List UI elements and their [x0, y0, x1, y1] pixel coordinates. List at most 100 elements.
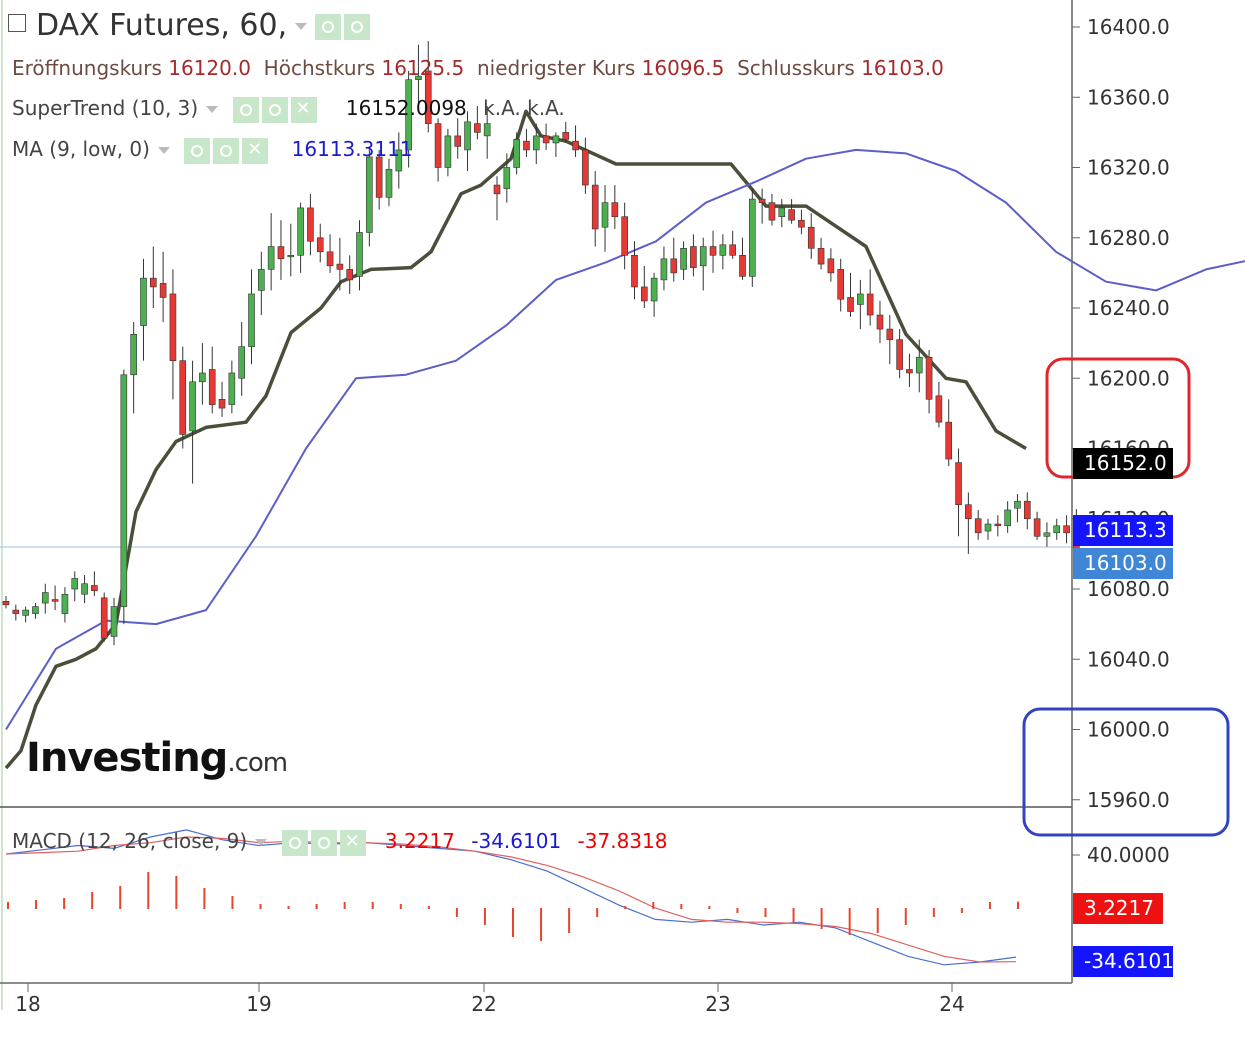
- candle-body: [680, 247, 687, 270]
- candle-body: [945, 421, 953, 460]
- candle-body: [208, 369, 216, 405]
- macd-signal-value: -37.8318: [577, 829, 668, 853]
- high-value: 16125.5: [381, 56, 465, 80]
- candle-body: [287, 255, 295, 258]
- candle-body: [699, 246, 707, 267]
- candle-body: [1043, 532, 1051, 537]
- chevron-down-icon[interactable]: [295, 23, 308, 30]
- candle-body: [385, 168, 393, 198]
- candle-body: [336, 263, 344, 270]
- macd-legend: MACD (12, 26, close, 9) 3.2217 -34.6101 …: [12, 829, 667, 856]
- gear-icon[interactable]: [310, 829, 337, 856]
- gear-icon[interactable]: [261, 96, 288, 123]
- candle-body: [297, 207, 304, 256]
- candle-body: [915, 356, 923, 374]
- high-label: Höchstkurs: [263, 56, 376, 80]
- candle-body: [621, 216, 628, 256]
- candle-body: [847, 297, 854, 312]
- close-icon[interactable]: [290, 96, 317, 123]
- close-value: 16103.0: [861, 56, 944, 80]
- candle-body: [886, 328, 894, 340]
- candle-body: [749, 198, 756, 277]
- chevron-down-icon[interactable]: [255, 839, 268, 846]
- eye-icon[interactable]: [281, 829, 308, 856]
- candle-body: [827, 258, 835, 274]
- close-icon[interactable]: [339, 829, 366, 856]
- candle-body: [552, 135, 560, 144]
- candle-body: [61, 593, 69, 614]
- candle-body: [935, 395, 943, 423]
- candle-body: [454, 135, 462, 147]
- macd-value-tag: -34.6101: [1073, 946, 1174, 977]
- candle-body: [140, 277, 147, 326]
- candle-body: [277, 246, 285, 260]
- candle-body: [366, 156, 373, 233]
- candle-body: [1033, 518, 1041, 537]
- candle-body: [523, 140, 530, 151]
- candle-body: [32, 606, 39, 614]
- candle-body: [925, 356, 933, 400]
- eye-icon[interactable]: [315, 13, 342, 40]
- supertrend-path: [4, 109, 1027, 770]
- time-tick-label: 22: [471, 992, 496, 1016]
- chart-title-row: DAX Futures, 60,: [8, 8, 373, 43]
- candle-body: [690, 246, 697, 268]
- candle-body: [807, 226, 815, 249]
- close-label: Schlusskurs: [737, 56, 855, 80]
- chevron-down-icon[interactable]: [157, 147, 170, 154]
- supertrend-line: [4, 109, 1027, 770]
- collapse-icon[interactable]: [8, 13, 26, 32]
- macd-tick-label: 40.0000: [1087, 843, 1170, 867]
- candle-body: [532, 135, 540, 151]
- candle-body: [817, 247, 825, 265]
- candle-body: [798, 219, 805, 228]
- price-tick-label: 16320.0: [1087, 156, 1170, 180]
- price-tick-label: 16040.0: [1087, 647, 1170, 671]
- macd-hist-tag: 3.2217: [1073, 893, 1163, 924]
- supertrend-value-2: k.A.: [483, 96, 521, 120]
- candle-body: [22, 609, 29, 616]
- candle-body: [1014, 500, 1021, 509]
- open-value: 16120.0: [168, 56, 251, 80]
- eye-icon[interactable]: [184, 137, 211, 164]
- candle-body: [582, 149, 589, 186]
- candle-body: [51, 599, 59, 602]
- candle-body: [866, 293, 874, 316]
- candle-body: [159, 283, 167, 298]
- candle-body: [513, 139, 520, 168]
- price-tick-label: 16080.0: [1087, 577, 1170, 601]
- ma-path: [5, 148, 1245, 731]
- price-tick-label: 16360.0: [1087, 85, 1170, 109]
- candle-body: [326, 251, 334, 267]
- macd-plot: [5, 829, 1019, 966]
- supertrend-value-3: k.A.: [527, 96, 565, 120]
- chevron-down-icon[interactable]: [206, 106, 219, 113]
- time-tick-label: 23: [705, 992, 730, 1016]
- candle-body: [788, 209, 795, 221]
- candle-body: [611, 202, 619, 217]
- macd-hist-value: 3.2217: [384, 829, 455, 853]
- candle-body: [562, 132, 570, 140]
- candle-body: [474, 123, 481, 133]
- candle-body: [955, 462, 962, 505]
- price-tick-label: 16400.0: [1087, 15, 1170, 39]
- gear-icon[interactable]: [213, 137, 240, 164]
- candle-body: [100, 597, 108, 639]
- candle-body: [965, 504, 972, 520]
- signal-line: [5, 836, 1017, 963]
- candle-body: [857, 293, 864, 305]
- candle-body: [238, 346, 245, 379]
- price-tick-label: 16200.0: [1087, 366, 1170, 390]
- close-icon[interactable]: [242, 137, 269, 164]
- candle-body: [316, 237, 324, 253]
- candle-body: [670, 258, 678, 274]
- candle-body: [758, 198, 766, 203]
- candle-body: [1023, 500, 1031, 520]
- candle-body: [572, 140, 579, 151]
- gear-icon[interactable]: [344, 13, 371, 40]
- candle-body: [424, 70, 432, 124]
- macd-value: -34.6101: [471, 829, 562, 853]
- macd-name: MACD (12, 26, close, 9): [12, 829, 248, 853]
- ma-value: 16113.3111: [291, 137, 413, 161]
- eye-icon[interactable]: [232, 96, 259, 123]
